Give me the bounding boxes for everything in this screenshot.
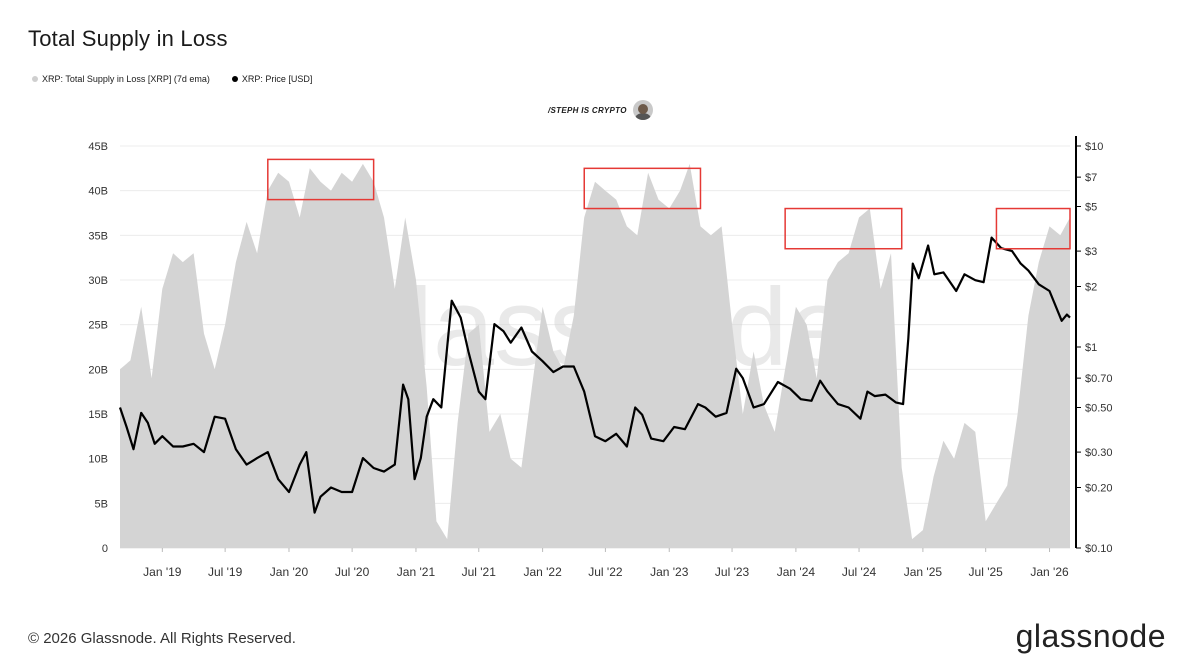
x-tick-Jan '26: Jan '26 xyxy=(1030,565,1069,579)
highlight-box-3 xyxy=(784,207,903,250)
y-right-tick-$7: $7 xyxy=(1085,172,1097,184)
legend-label-supply: XRP: Total Supply in Loss [XRP] (7d ema) xyxy=(42,74,210,84)
y-right-tick-$3: $3 xyxy=(1085,246,1097,258)
x-tick-Jan '20: Jan '20 xyxy=(270,565,309,579)
author-credit-text: /STEPH IS CRYPTO xyxy=(548,105,627,115)
x-tick-Jan '22: Jan '22 xyxy=(523,565,562,579)
chart-title: Total Supply in Loss xyxy=(28,26,228,51)
y-right-tick-$0.70: $0.70 xyxy=(1085,373,1113,385)
x-tick-Jul '20: Jul '20 xyxy=(335,565,370,579)
author-credit: /STEPH IS CRYPTO xyxy=(548,100,653,120)
y-left-tick-10B: 10B xyxy=(88,454,108,466)
x-tick-Jul '23: Jul '23 xyxy=(715,565,750,579)
highlight-box-4 xyxy=(995,207,1071,250)
supply-area-layer xyxy=(120,163,1070,548)
x-tick-Jul '22: Jul '22 xyxy=(588,565,623,579)
avatar xyxy=(632,100,653,120)
y-right-tick-$5: $5 xyxy=(1085,202,1097,214)
price-line-layer xyxy=(118,236,1071,514)
y-left-tick-30B: 30B xyxy=(88,275,108,287)
highlight-box-1 xyxy=(267,158,375,201)
legend-label-price: XRP: Price [USD] xyxy=(241,74,313,84)
y-left-tick-20B: 20B xyxy=(88,364,108,376)
x-tick-Jul '19: Jul '19 xyxy=(208,565,243,579)
legend-dot-price xyxy=(231,76,238,82)
legend-dot-supply xyxy=(32,76,38,82)
series-price-line xyxy=(118,236,1071,514)
x-tick-Jan '23: Jan '23 xyxy=(650,565,689,579)
y-right-tick-$2: $2 xyxy=(1085,281,1097,293)
y-left-tick-40B: 40B xyxy=(88,186,108,198)
y-right-tick-$0.50: $0.50 xyxy=(1085,403,1113,415)
y-right-tick-$10: $10 xyxy=(1085,141,1103,153)
x-tick-Jan '19: Jan '19 xyxy=(143,565,182,579)
highlight-layer xyxy=(267,158,1071,250)
x-tick-Jul '21: Jul '21 xyxy=(462,565,497,579)
y-right-tick-$0.10: $0.10 xyxy=(1085,543,1113,555)
x-tick-Jan '25: Jan '25 xyxy=(904,565,943,579)
y-left-tick-0: 0 xyxy=(102,543,108,555)
y-right-tick-$1: $1 xyxy=(1085,342,1097,354)
highlight-box-2 xyxy=(583,167,702,210)
y-left-tick-15B: 15B xyxy=(88,409,108,421)
y-left-tick-25B: 25B xyxy=(88,320,108,332)
y-left-tick-5B: 5B xyxy=(95,498,108,510)
y-left-tick-45B: 45B xyxy=(88,141,108,153)
legend-item-price[interactable]: XRP: Price [USD] xyxy=(231,74,313,84)
series-supply-in-loss-area xyxy=(120,163,1070,548)
axes: 0 5B 10B 15B 20B 25B 30B 35B 40B 45B $0.10 $0.20 $0.… xyxy=(88,136,1113,579)
x-tick-Jan '24: Jan '24 xyxy=(777,565,816,579)
x-tick-Jan '21: Jan '21 xyxy=(397,565,436,579)
x-tick-Jul '25: Jul '25 xyxy=(969,565,1004,579)
glassnode-logo: glassnode xyxy=(1015,618,1166,654)
y-left-tick-35B: 35B xyxy=(88,230,108,242)
x-tick-Jul '24: Jul '24 xyxy=(842,565,877,579)
legend-item-supply[interactable]: XRP: Total Supply in Loss [XRP] (7d ema) xyxy=(32,74,210,84)
legend: XRP: Total Supply in Loss [XRP] (7d ema)… xyxy=(32,74,312,84)
y-right-tick-$0.30: $0.30 xyxy=(1085,447,1113,459)
y-right-tick-$0.20: $0.20 xyxy=(1085,482,1113,494)
copyright: © 2026 Glassnode. All Rights Reserved. xyxy=(28,630,296,647)
